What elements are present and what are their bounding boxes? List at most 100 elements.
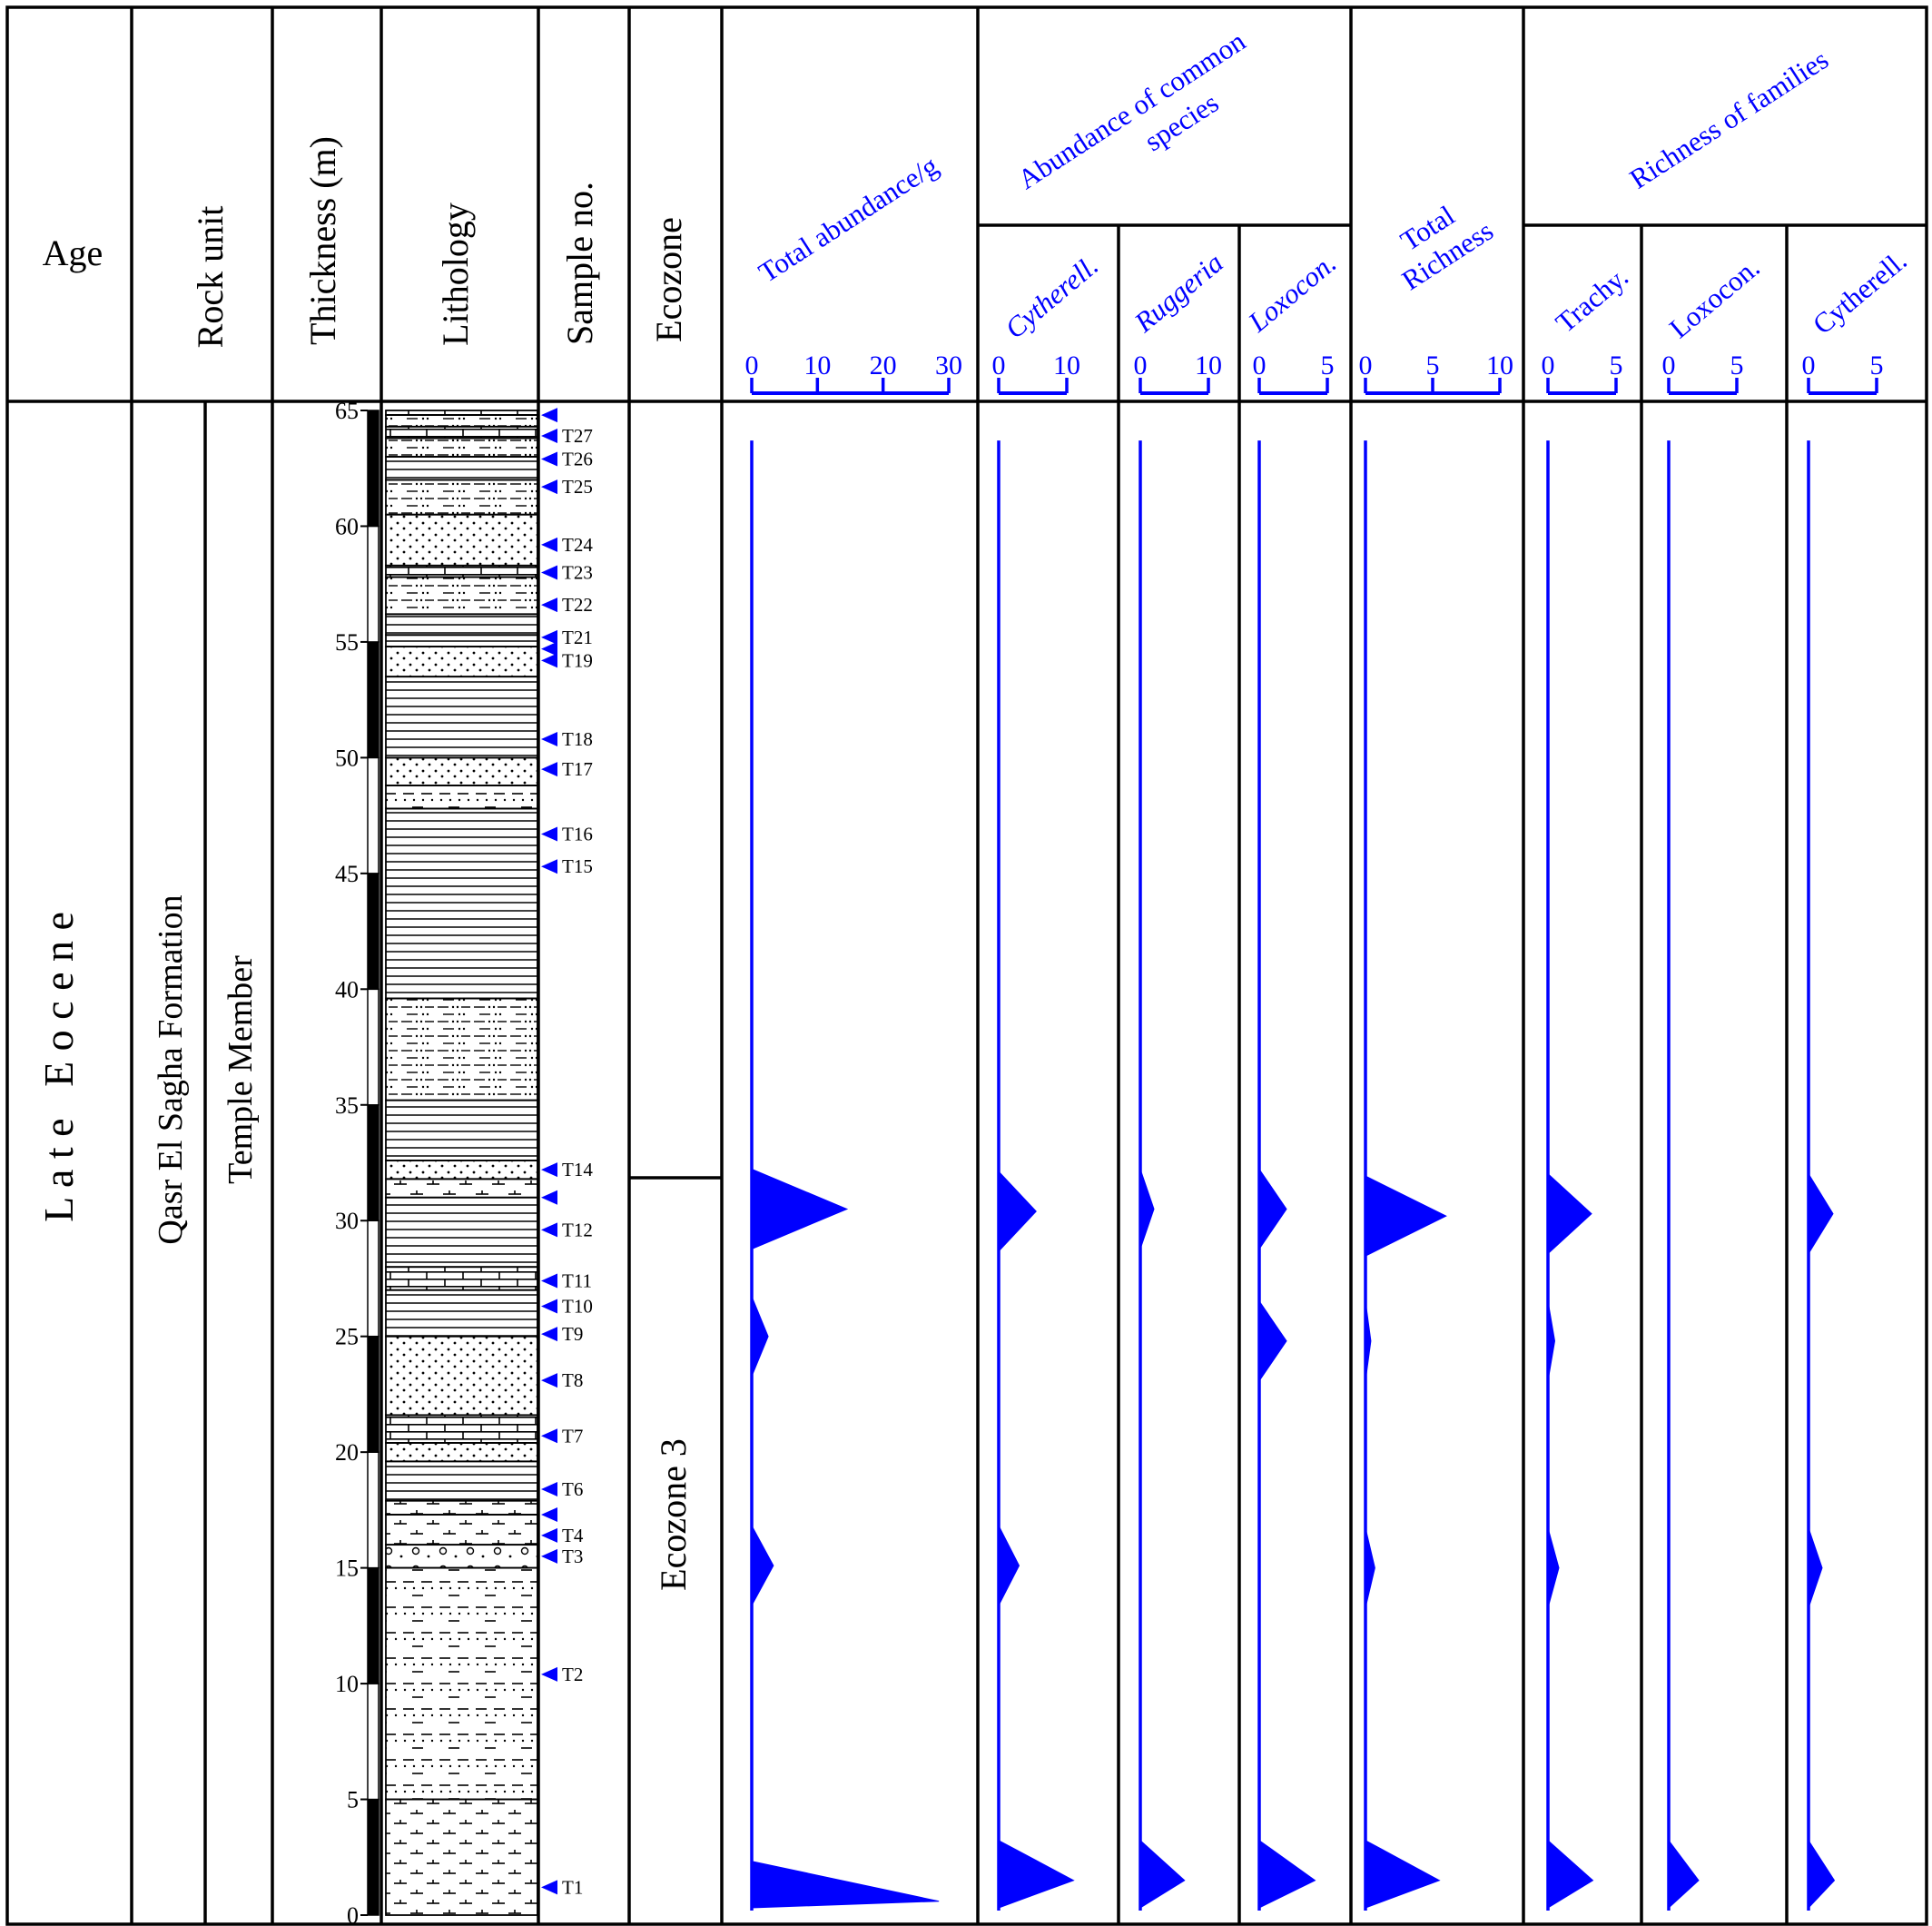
series-tick-label: 10 (803, 351, 831, 380)
lithology-bed (385, 756, 538, 786)
sample-marker (541, 731, 557, 746)
lithology-bed (385, 564, 538, 578)
series-tick-label: 0 (1802, 351, 1816, 380)
sample-label: T27 (562, 425, 593, 447)
series-tick-label: 20 (870, 351, 897, 380)
sample-marker (541, 1190, 557, 1205)
sample-label: T23 (562, 561, 593, 583)
thickness-tick-label: 35 (335, 1092, 359, 1119)
scale-segment (367, 1104, 380, 1221)
header-age: Age (43, 232, 104, 273)
lithology-bed (385, 513, 538, 567)
sample-label: T18 (562, 728, 593, 750)
sample-marker (541, 762, 557, 777)
scale-segment (367, 1220, 380, 1338)
sample-marker (541, 1506, 557, 1522)
scale-segment (367, 410, 380, 528)
thickness-tick-label: 50 (335, 745, 359, 771)
lithology-bed (385, 634, 538, 647)
scale-segment (367, 1798, 380, 1916)
header-total-abundance: Total abundance/g (753, 150, 943, 289)
series-peak (1258, 1299, 1287, 1383)
lithology-column (385, 410, 538, 1916)
lithology-bed (385, 807, 538, 1000)
scale-segment (367, 1451, 380, 1569)
series-peak (1808, 1839, 1836, 1910)
lithology-bed (385, 1289, 538, 1338)
abundance-plots: 0 10 20 30 0 10 0 10 0 5 0 5 10 0 5 0 5 0 5 (745, 351, 1884, 1911)
series-panel: 0 10 20 30 (745, 351, 962, 1911)
sample-marker (541, 479, 557, 495)
series-peak (1547, 1527, 1560, 1608)
series-panel: 0 10 (1134, 351, 1222, 1911)
series-peak (1808, 1171, 1834, 1256)
thickness-tick-label: 40 (335, 976, 359, 1003)
sample-label: T2 (562, 1664, 583, 1685)
series-peak (998, 1839, 1075, 1909)
sample-label: T6 (562, 1478, 583, 1500)
series-peak (751, 1296, 769, 1377)
lithology-bed (385, 1798, 538, 1916)
lithology-bed (385, 1460, 538, 1502)
thickness-tick-label: 30 (335, 1208, 359, 1234)
thickness-tick-label: 15 (335, 1556, 359, 1582)
scale-segment (367, 988, 380, 1106)
series-peak (1547, 1839, 1594, 1909)
sample-label: T22 (562, 594, 593, 616)
series-peak (751, 1168, 849, 1250)
header-sample-no: Sample no. (559, 182, 600, 345)
sample-marker (541, 429, 557, 444)
series-peak (1258, 1167, 1287, 1251)
lithology-bed (385, 1099, 538, 1161)
lithology-bed (385, 576, 538, 616)
lithology-bed (385, 1414, 538, 1444)
thickness-tick-label: 10 (335, 1671, 359, 1697)
series-peak (998, 1170, 1037, 1253)
series-tick-label: 30 (935, 351, 962, 380)
sample-marker (541, 1299, 557, 1314)
sample-marker (541, 1527, 557, 1543)
sample-label: T7 (562, 1425, 583, 1447)
sample-marker (541, 1666, 557, 1682)
series-tick-label: 5 (1321, 351, 1335, 380)
sample-marker (541, 565, 557, 580)
lithology-bed (385, 437, 538, 458)
header-loxocon: Loxocon. (1241, 247, 1342, 339)
series-peak (1365, 1839, 1441, 1909)
series-peak (1547, 1300, 1556, 1381)
formation-label: Qasr El Sagha Formation (152, 894, 190, 1244)
series-tick-label: 10 (1053, 351, 1080, 380)
series-tick-label: 0 (1134, 351, 1148, 380)
series-peak (1139, 1169, 1155, 1249)
sample-marker (541, 1548, 557, 1564)
sample-label: T8 (562, 1369, 583, 1391)
sample-marker (541, 1481, 557, 1496)
sample-label: T26 (562, 449, 593, 470)
thickness-tick-label: 25 (335, 1324, 359, 1350)
sample-marker (541, 826, 557, 842)
header-richness-families: Richness of families (1624, 44, 1834, 195)
series-peak (751, 1861, 940, 1909)
lithology-bed (385, 1266, 538, 1291)
thickness-tick-label: 65 (335, 398, 359, 424)
series-tick-label: 0 (1253, 351, 1267, 380)
sample-marker (541, 537, 557, 552)
thickness-scale: 0 5 10 15 20 25 30 35 40 45 50 55 60 65 (335, 398, 380, 1926)
series-peak (1139, 1839, 1186, 1909)
series-tick-label: 0 (745, 351, 759, 380)
series-peak (1365, 1300, 1372, 1381)
series-tick-label: 10 (1486, 351, 1513, 380)
series-peak (1365, 1175, 1447, 1257)
sample-marker (541, 629, 557, 645)
age-label: L a t e E o c e n e (35, 912, 82, 1222)
sample-label: T11 (562, 1270, 592, 1292)
sample-label: T16 (562, 824, 593, 845)
series-peak (1668, 1839, 1700, 1910)
series-peak (1365, 1527, 1375, 1608)
lithology-bed (385, 414, 538, 428)
series-tick-label: 0 (1359, 351, 1373, 380)
lithology-bed (385, 1544, 538, 1569)
series-tick-label: 0 (992, 351, 1006, 380)
